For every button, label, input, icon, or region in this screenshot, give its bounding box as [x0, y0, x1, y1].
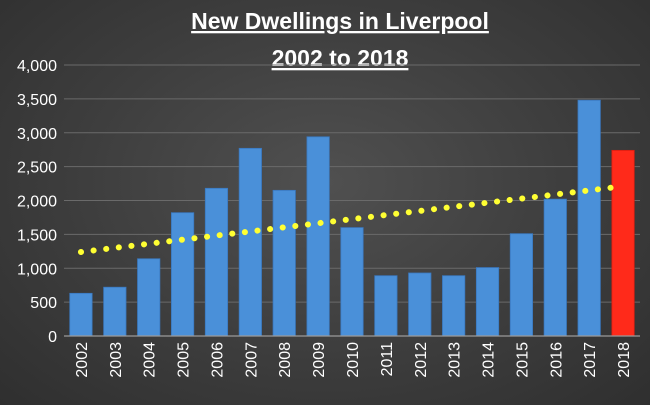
y-tick-label: 1,000 [17, 261, 57, 278]
x-tick-label: 2008 [277, 342, 294, 378]
bar-2016 [543, 198, 567, 337]
x-tick-label: 2013 [447, 342, 464, 378]
bar-2014 [475, 267, 500, 337]
bar-2015 [509, 233, 533, 337]
x-tick-label: 2004 [142, 342, 159, 378]
y-tick-label: 0 [48, 329, 57, 346]
x-tick-label: 2015 [514, 342, 531, 378]
bar-2013 [442, 275, 466, 337]
x-tick-label: 2007 [243, 342, 260, 378]
bar-2007 [238, 147, 262, 337]
y-tick-label: 2,500 [17, 160, 57, 177]
bar-2003 [103, 286, 127, 337]
x-tick-label: 2012 [413, 342, 430, 378]
x-tick-label: 2010 [345, 342, 362, 378]
y-tick-label: 1,500 [17, 227, 57, 244]
x-axis-ticks: 2002 2003 2004 2005 2006 2007 2008 2009 2010 2011… [74, 342, 633, 378]
y-tick-label: 3,000 [17, 126, 57, 143]
bar-2017 [577, 99, 601, 337]
bar-2005 [171, 212, 195, 337]
bar-2009 [306, 136, 330, 337]
bar-2006 [204, 187, 229, 337]
bars [69, 99, 635, 337]
y-tick-label: 4,000 [17, 58, 57, 75]
x-tick-label: 2018 [616, 342, 633, 378]
x-tick-label: 2017 [582, 342, 599, 378]
x-tick-label: 2011 [379, 342, 396, 377]
x-tick-label: 2016 [548, 342, 565, 378]
x-tick-label: 2006 [209, 342, 226, 378]
y-tick-label: 500 [30, 295, 57, 312]
trendline [77, 183, 627, 255]
bar-2002 [69, 292, 93, 337]
x-tick-label: 2014 [481, 342, 498, 378]
bar-2010 [340, 227, 364, 337]
x-tick-label: 2005 [176, 342, 193, 378]
bar-2004 [137, 258, 161, 337]
chart-subtitle: 2002 to 2018 [272, 45, 409, 71]
bar-2018 [611, 149, 635, 337]
chart-title: New Dwellings in Liverpool [191, 8, 489, 34]
bar-2011 [374, 275, 398, 337]
y-tick-label: 2,000 [17, 194, 57, 211]
y-tick-label: 3,500 [17, 92, 57, 109]
y-axis-ticks: 0 500 1,000 1,500 2,000 2,500 3,000 3,500 4,000 [17, 58, 57, 346]
trendline-dotted [77, 183, 627, 255]
x-tick-label: 2009 [311, 342, 328, 378]
x-tick-label: 2002 [74, 342, 91, 378]
bar-2012 [408, 272, 432, 337]
bar-2008 [272, 189, 296, 337]
x-tick-label: 2003 [108, 342, 125, 378]
